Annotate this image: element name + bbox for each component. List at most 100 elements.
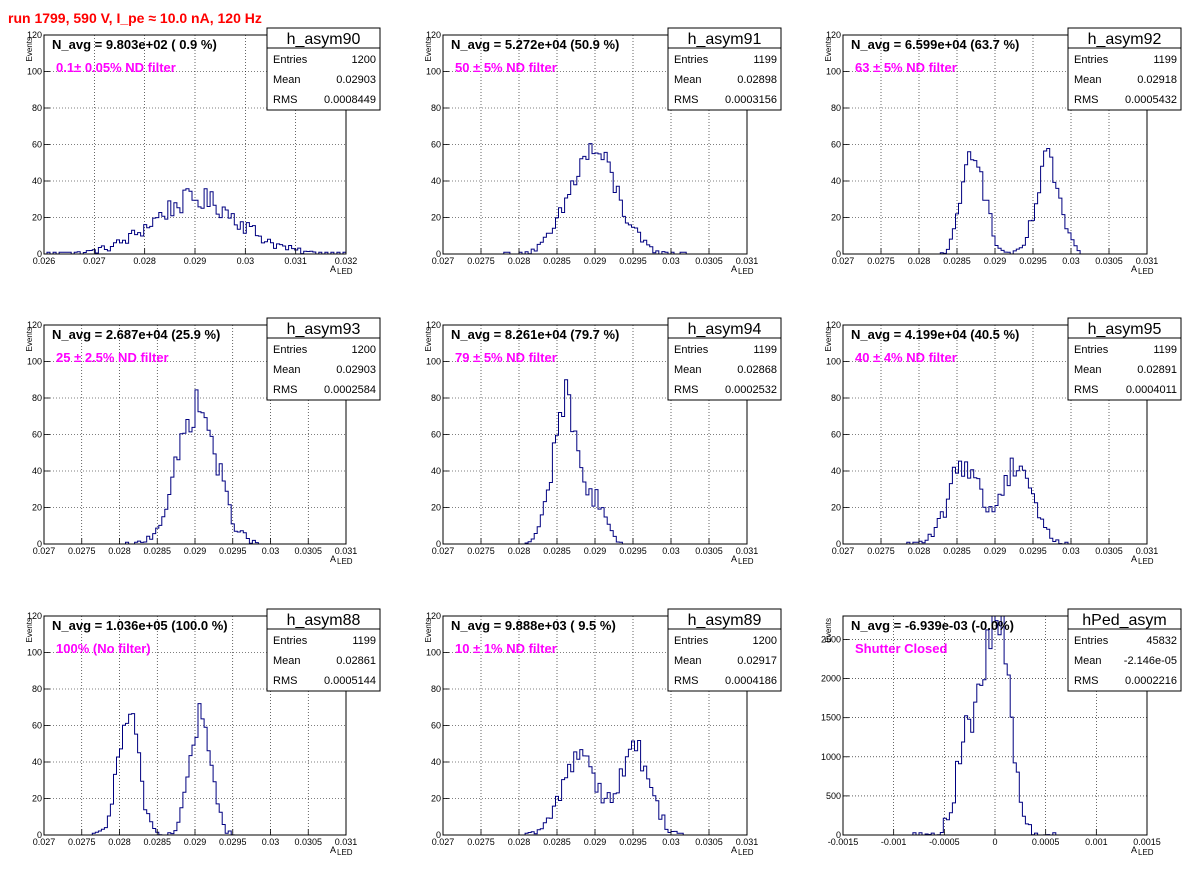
filter-label: 50 ± 5% ND filter — [455, 60, 557, 75]
y-tick-label: 20 — [431, 503, 441, 513]
n-avg-label: N_avg = 1.036e+05 (100.0 %) — [52, 618, 228, 633]
x-tick-label: 0.028 — [108, 546, 131, 556]
x-tick-label: 0.031 — [284, 256, 307, 266]
rms-value: 0.0003156 — [725, 94, 777, 106]
x-tick-label: 0.029 — [584, 546, 607, 556]
rms-value: 0.0004186 — [725, 675, 777, 687]
mean-value: 0.02918 — [1137, 74, 1177, 86]
y-tick-label: 80 — [32, 393, 42, 403]
y-tick-label: 0 — [436, 539, 441, 549]
y-tick-label: 60 — [831, 430, 841, 440]
n-avg-label: N_avg = 4.199e+04 (40.5 %) — [851, 327, 1019, 342]
y-axis-label: Events — [824, 327, 833, 351]
y-tick-label: 1000 — [821, 752, 841, 762]
y-tick-label: 0 — [37, 249, 42, 259]
y-tick-label: 0 — [436, 830, 441, 840]
mean-value: 0.02898 — [737, 74, 777, 86]
rms-label: RMS — [674, 384, 698, 396]
x-tick-label: 0.0295 — [1019, 546, 1047, 556]
y-tick-label: 40 — [32, 757, 42, 767]
y-tick-label: 40 — [831, 176, 841, 186]
n-avg-label: N_avg = 9.803e+02 ( 0.9 %) — [52, 37, 217, 52]
y-tick-label: 0 — [836, 539, 841, 549]
x-tick-label: 0.0305 — [695, 546, 723, 556]
histogram-name: h_asym92 — [1088, 31, 1162, 48]
histogram-line — [44, 188, 347, 255]
x-axis-label-subscript: LED — [337, 848, 353, 857]
y-tick-label: 80 — [431, 103, 441, 113]
x-tick-label: 0.031 — [736, 256, 759, 266]
y-tick-label: 2500 — [821, 634, 841, 644]
x-tick-label: 0.001 — [1085, 837, 1108, 847]
x-axis-label: A — [330, 264, 336, 274]
x-tick-label: 0.03 — [237, 256, 255, 266]
stats-box — [667, 27, 782, 111]
entries-value: 45832 — [1146, 635, 1177, 647]
n-avg-label: N_avg = -6.939e-03 (-0.0%) — [851, 618, 1014, 633]
histogram-panel-h_asym89: 0.027 0.0275 0.028 0.0285 0.029 0.0295 0.03 0.0… — [424, 608, 782, 857]
y-tick-label: 40 — [32, 466, 42, 476]
filter-label: 63 ± 5% ND filter — [855, 60, 957, 75]
run-title: run 1799, 590 V, I_pe ≈ 10.0 nA, 120 Hz — [8, 10, 262, 26]
x-axis-label: A — [1131, 264, 1137, 274]
x-tick-label: 0.0275 — [68, 546, 96, 556]
x-tick-label: 0.029 — [184, 837, 207, 847]
entries-value: 1200 — [753, 635, 777, 647]
entries-label: Entries — [674, 54, 709, 66]
filter-label: 79 ± 5% ND filter — [455, 350, 557, 365]
x-tick-label: 0.0285 — [543, 837, 571, 847]
x-tick-label: 0.0275 — [68, 837, 96, 847]
rms-label: RMS — [273, 94, 297, 106]
x-tick-label: 0.027 — [33, 837, 56, 847]
x-tick-label: 0.029 — [584, 256, 607, 266]
x-tick-label: 0.0305 — [695, 837, 723, 847]
x-tick-label: 0.027 — [832, 546, 855, 556]
mean-label: Mean — [273, 74, 301, 86]
rms-label: RMS — [1074, 94, 1098, 106]
y-tick-label: 80 — [32, 103, 42, 113]
x-tick-label: 0.027 — [83, 256, 106, 266]
mean-label: Mean — [674, 655, 702, 667]
x-tick-label: 0.0305 — [695, 256, 723, 266]
y-tick-label: 80 — [431, 393, 441, 403]
entries-value: 1200 — [352, 54, 376, 66]
y-tick-label: 100 — [426, 67, 441, 77]
histogram-line — [443, 143, 747, 255]
x-tick-label: 0.03 — [262, 546, 280, 556]
x-tick-label: 0.03 — [662, 256, 680, 266]
mean-label: Mean — [674, 364, 702, 376]
stats-box — [266, 317, 381, 401]
x-tick-label: 0.0295 — [219, 837, 247, 847]
y-tick-label: 40 — [831, 466, 841, 476]
y-tick-label: 40 — [32, 176, 42, 186]
x-tick-label: 0.0275 — [467, 256, 495, 266]
x-tick-label: 0.0275 — [867, 256, 895, 266]
x-axis-label: A — [1131, 554, 1137, 564]
x-tick-label: 0.03 — [662, 546, 680, 556]
x-tick-label: -0.0005 — [929, 837, 960, 847]
x-tick-label: 0.03 — [1062, 256, 1080, 266]
histogram-panel-h_asym88: 0.027 0.0275 0.028 0.0285 0.029 0.0295 0.03 0.0… — [25, 608, 381, 857]
x-tick-label: 0.031 — [1136, 546, 1159, 556]
mean-label: Mean — [273, 364, 301, 376]
x-tick-label: 0.0305 — [294, 546, 322, 556]
y-axis-label: Events — [824, 37, 833, 61]
x-tick-label: 0.028 — [508, 837, 531, 847]
histogram-panel-h_asym92: 0.027 0.0275 0.028 0.0285 0.029 0.0295 0.03 0.0… — [824, 27, 1182, 276]
x-tick-label: 0.027 — [432, 256, 455, 266]
rms-label: RMS — [1074, 384, 1098, 396]
y-tick-label: 100 — [27, 67, 42, 77]
x-tick-label: 0.0285 — [543, 546, 571, 556]
entries-label: Entries — [1074, 344, 1109, 356]
x-axis-label-subscript: LED — [738, 267, 754, 276]
n-avg-label: N_avg = 2.687e+04 (25.9 %) — [52, 327, 220, 342]
y-tick-label: 100 — [426, 648, 441, 658]
histogram-panel-h_asym94: 0.027 0.0275 0.028 0.0285 0.029 0.0295 0.03 0.0… — [424, 317, 782, 566]
y-tick-label: 0 — [37, 539, 42, 549]
x-tick-label: 0.028 — [508, 256, 531, 266]
entries-value: 1199 — [352, 635, 376, 647]
y-tick-label: 100 — [27, 357, 42, 367]
y-tick-label: 20 — [831, 503, 841, 513]
histogram-panel-h_asym91: 0.027 0.0275 0.028 0.0285 0.029 0.0295 0.03 0.0… — [424, 27, 782, 276]
